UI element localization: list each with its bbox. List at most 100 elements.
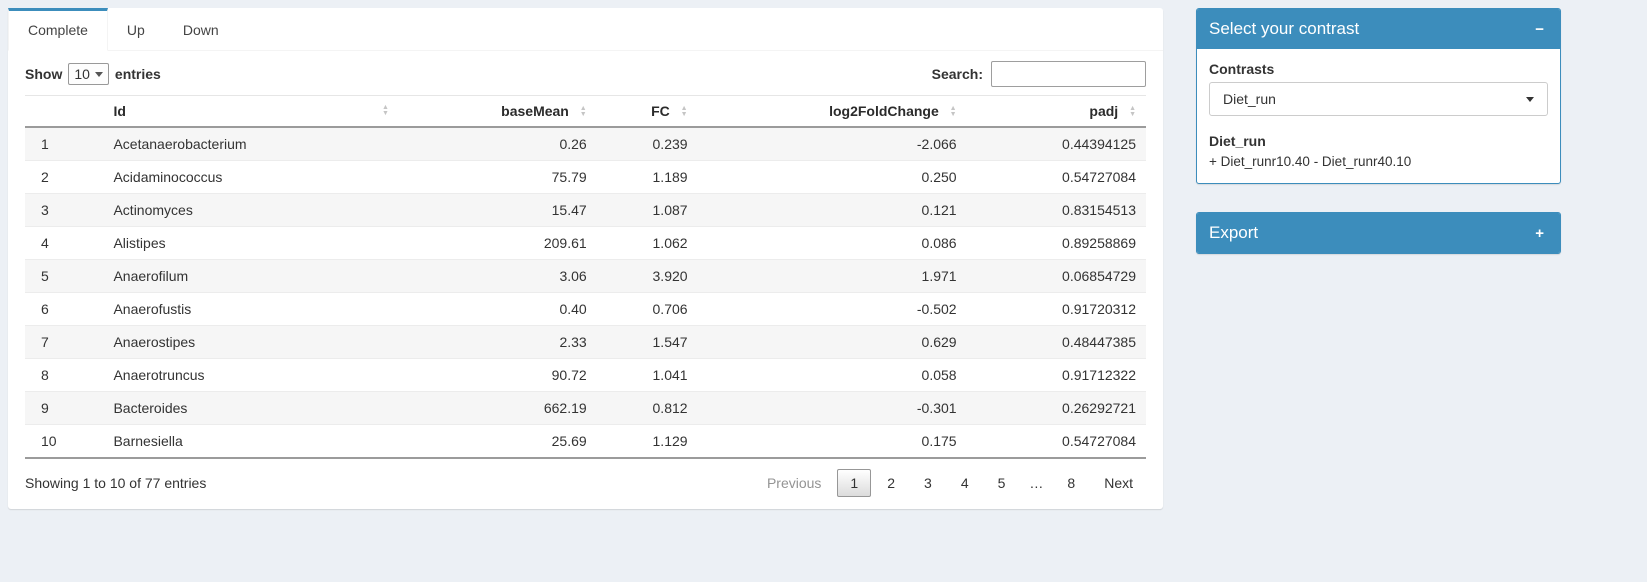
cell-log2foldchange: -0.502 [916,301,957,317]
sort-icon: ▲ ▼ [680,105,688,119]
page-length-select[interactable]: 10 [68,63,109,85]
pagination: Previous 1 2 3 4 5 … 8 Next [751,469,1146,497]
row-index: 3 [41,202,49,218]
contrast-name: Diet_run [1209,133,1266,149]
cell-id: Alistipes [113,235,166,251]
search-input[interactable] [991,61,1146,87]
cell-padj: 0.48447385 [1062,334,1136,350]
sort-icon: ▲ ▼ [949,105,957,119]
expand-plus-icon[interactable]: + [1531,224,1548,243]
row-index: 7 [41,334,49,350]
table-info: Showing 1 to 10 of 77 entries [25,475,207,491]
column-header-id[interactable]: Id ▲ ▼ [103,95,395,128]
cell-basemean: 0.26 [559,136,587,152]
table-row[interactable]: 3 Actinomyces 15.47 1.087 0.121 0.831545… [25,193,1146,227]
export-box-header: Export + [1197,213,1560,253]
table-wrap: Id ▲ ▼ baseMean ▲ ▼ FC ▲ ▼ log2FoldChange [8,95,1163,459]
cell-id: Bacteroides [113,400,188,416]
row-index: 6 [41,301,49,317]
table-header-row: Id ▲ ▼ baseMean ▲ ▼ FC ▲ ▼ log2FoldChange [25,95,1146,128]
column-header-padj[interactable]: padj ▲ ▼ [966,95,1146,128]
tab-bar: Complete Up Down [8,8,1163,51]
cell-basemean: 90.72 [551,367,587,383]
table-row[interactable]: 4 Alistipes 209.61 1.062 0.086 0.8925886… [25,226,1146,260]
search-label: Search: [931,66,983,82]
sort-icon: ▲ ▼ [381,104,389,117]
cell-fc: 0.239 [652,136,688,152]
table-row[interactable]: 9 Bacteroides 662.19 0.812 -0.301 0.2629… [25,391,1146,425]
cell-id: Anaerofustis [113,301,192,317]
cell-fc: 0.812 [652,400,688,416]
pagination-previous[interactable]: Previous [766,475,822,491]
cell-fc: 1.547 [652,334,688,350]
table-row[interactable]: 2 Acidaminococcus 75.79 1.189 0.250 0.54… [25,160,1146,194]
cell-padj: 0.06854729 [1062,268,1136,284]
collapse-minus-icon[interactable]: − [1531,20,1548,39]
sort-icon: ▲ ▼ [579,105,587,119]
column-header-label: log2FoldChange [829,103,939,119]
column-header-log2foldchange[interactable]: log2FoldChange ▲ ▼ [697,95,967,128]
tab-down[interactable]: Down [182,22,219,38]
pagination-ellipsis: … [1029,475,1044,491]
page-content: Complete Up Down Show 10 entries Search: [8,8,1561,509]
cell-basemean: 25.69 [551,433,587,449]
table-controls: Show 10 entries Search: [8,51,1163,95]
show-label: Show [25,66,63,82]
cell-basemean: 209.61 [543,235,587,251]
contrast-select[interactable]: Diet_run [1209,82,1548,116]
contrast-box: Select your contrast − Contrasts Diet_ru… [1196,8,1561,184]
pagination-next[interactable]: Next [1104,475,1133,491]
table-row[interactable]: 1 Acetanaerobacterium 0.26 0.239 -2.066 … [25,127,1146,161]
table-row[interactable]: 8 Anaerotruncus 90.72 1.041 0.058 0.9171… [25,358,1146,392]
cell-log2foldchange: -2.066 [916,136,957,152]
column-header-label: padj [1089,103,1119,119]
cell-fc: 1.087 [652,202,688,218]
cell-fc: 1.062 [652,235,688,251]
tab-up[interactable]: Up [126,22,145,38]
table-row[interactable]: 5 Anaerofilum 3.06 3.920 1.971 0.0685472… [25,259,1146,293]
column-header-label: FC [651,103,670,119]
cell-fc: 1.189 [652,169,688,185]
chevron-down-icon [1526,96,1534,102]
column-header-basemean[interactable]: baseMean ▲ ▼ [394,95,597,128]
cell-log2foldchange: -0.301 [916,400,957,416]
page-length-value: 10 [74,66,90,82]
results-card: Complete Up Down Show 10 entries Search: [8,8,1163,509]
pagination-page-1[interactable]: 1 [837,469,872,497]
pagination-page-3[interactable]: 3 [924,475,932,491]
contrast-select-value: Diet_run [1223,91,1276,107]
sort-icon: ▲ ▼ [1129,105,1136,119]
cell-id: Anaerostipes [113,334,196,350]
row-index: 4 [41,235,49,251]
pagination-page-2[interactable]: 2 [887,475,896,491]
cell-basemean: 662.19 [543,400,587,416]
table-row[interactable]: 6 Anaerofustis 0.40 0.706 -0.502 0.91720… [25,292,1146,326]
row-index: 1 [41,136,49,152]
chevron-down-icon [94,71,103,77]
cell-padj: 0.83154513 [1062,202,1136,218]
pagination-page-5[interactable]: 5 [997,475,1006,491]
table-body: 1 Acetanaerobacterium 0.26 0.239 -2.066 … [25,127,1146,458]
cell-log2foldchange: 0.629 [921,334,957,350]
cell-padj: 0.89258869 [1062,235,1136,251]
cell-id: Barnesiella [113,433,183,449]
row-index: 10 [41,433,57,449]
search-control: Search: [932,61,1146,87]
pagination-page-8[interactable]: 8 [1067,475,1076,491]
column-header-label: Id [113,103,126,119]
table-row[interactable]: 7 Anaerostipes 2.33 1.547 0.629 0.484473… [25,325,1146,359]
cell-basemean: 0.40 [559,301,587,317]
cell-log2foldchange: 0.175 [921,433,957,449]
column-header-fc[interactable]: FC ▲ ▼ [596,95,698,128]
tab-complete[interactable]: Complete [8,8,108,51]
cell-basemean: 75.79 [551,169,587,185]
contrasts-label: Contrasts [1209,61,1275,77]
row-index: 2 [41,169,49,185]
cell-padj: 0.54727084 [1062,169,1136,185]
table-row[interactable]: 10 Barnesiella 25.69 1.129 0.175 0.54727… [25,424,1146,458]
cell-id: Actinomyces [113,202,193,218]
contrast-box-header: Select your contrast − [1197,9,1560,49]
results-table: Id ▲ ▼ baseMean ▲ ▼ FC ▲ ▼ log2FoldChange [25,95,1146,459]
cell-basemean: 15.47 [551,202,587,218]
pagination-page-4[interactable]: 4 [960,475,969,491]
